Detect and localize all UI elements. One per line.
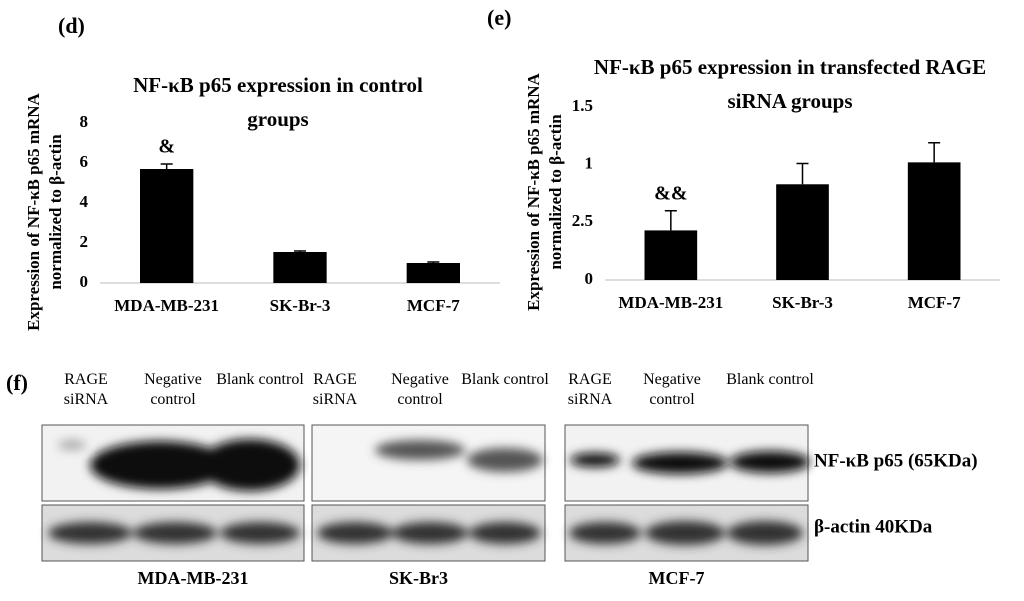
error-bar	[294, 250, 306, 252]
lane-label: RAGE siRNA	[567, 371, 613, 408]
panel-label: (f)	[6, 370, 28, 395]
y-tick-label: 2	[80, 232, 89, 251]
row-label: β-actin 40KDa	[814, 516, 933, 537]
x-tick-label: MCF-7	[908, 293, 961, 312]
bar	[140, 169, 194, 283]
error-bar	[928, 142, 941, 163]
cell-line-label: MDA-MB-231	[138, 568, 249, 588]
bar	[907, 162, 961, 280]
y-tick-label: 6	[80, 152, 89, 171]
x-tick-label: SK-Br-3	[772, 293, 833, 312]
error-bar	[427, 261, 440, 263]
y-tick-label: 8	[80, 112, 89, 131]
lane-label: Blank control	[461, 371, 549, 388]
panel-label: (d)	[58, 13, 85, 38]
blot-panels	[41, 424, 810, 562]
y-tick-label: 2.5	[572, 211, 593, 230]
lane-label: Negative control	[391, 371, 449, 408]
annotation: &&	[654, 182, 687, 204]
cell-line-label: SK-Br3	[389, 568, 448, 588]
y-axis-label: Expression of NF-κB p65 mRNA normalized …	[524, 73, 565, 311]
bar	[273, 252, 327, 283]
x-tick-label: MDA-MB-231	[618, 293, 723, 312]
y-axis-label: Expression of NF-κB p65 mRNA normalized …	[24, 93, 65, 331]
y-tick-label: 0	[585, 269, 594, 288]
annotation: &	[158, 136, 175, 158]
chart-title: NF-κB p65 expression in transfected RAGE…	[593, 55, 987, 113]
error-bar	[160, 163, 173, 169]
chart-title: NF-κB p65 expression in control groups	[133, 73, 423, 131]
y-tick-label: 4	[80, 192, 89, 211]
y-tick-label: 1	[585, 154, 594, 173]
lane-label: Negative control	[144, 371, 202, 408]
lane-label: Blank control	[726, 371, 814, 388]
y-tick-label: 1.5	[572, 96, 593, 115]
lane-label: Blank control	[216, 371, 304, 388]
bar	[776, 184, 829, 280]
error-bar	[664, 210, 677, 231]
bar	[406, 263, 460, 283]
bar	[644, 230, 698, 280]
error-bar	[796, 162, 809, 185]
x-tick-label: SK-Br-3	[270, 296, 331, 315]
panel-label: (e)	[487, 5, 511, 30]
x-tick-label: MCF-7	[407, 296, 460, 315]
lane-label: RAGE siRNA	[63, 371, 109, 408]
row-label: NF-κB p65 (65KDa)	[814, 450, 978, 471]
x-tick-label: MDA-MB-231	[114, 296, 219, 315]
lane-label: RAGE siRNA	[312, 371, 358, 408]
lane-label: Negative control	[643, 371, 701, 408]
y-tick-label: 0	[80, 272, 89, 291]
cell-line-label: MCF-7	[649, 568, 705, 588]
